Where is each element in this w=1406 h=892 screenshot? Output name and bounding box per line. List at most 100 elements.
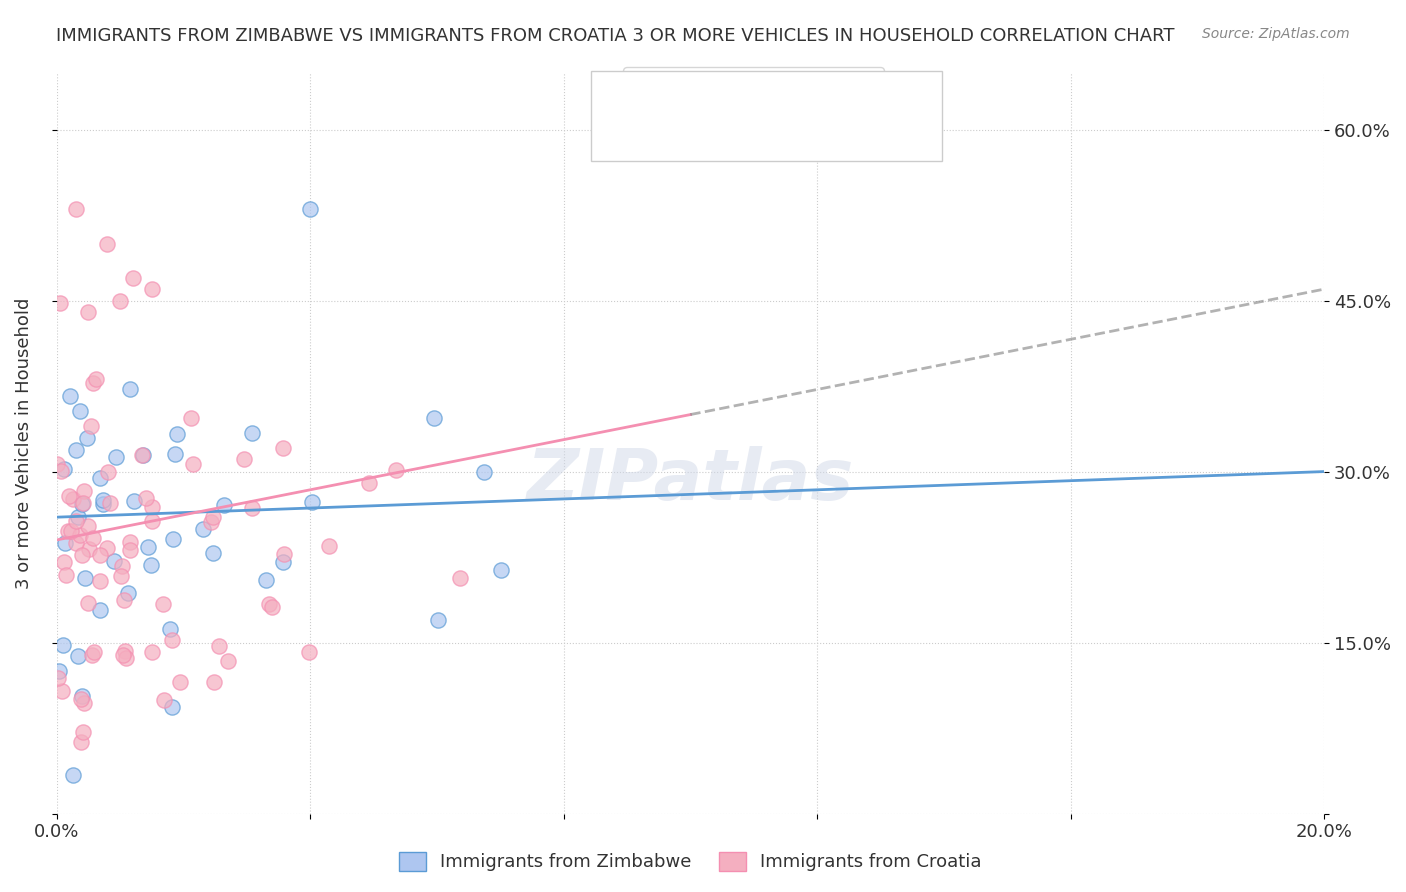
- Point: [70, 497, 93, 511]
- Point: [427, 613, 450, 627]
- Point: [49, 295, 72, 310]
- Point: [202, 510, 225, 524]
- Point: [72, 548, 94, 562]
- Point: [122, 494, 145, 508]
- Point: [67, 649, 90, 664]
- Point: [65, 514, 87, 528]
- Point: [58, 489, 80, 503]
- Point: [105, 450, 128, 465]
- Point: [160, 633, 183, 648]
- Point: [191, 522, 214, 536]
- Point: [60, 524, 83, 538]
- Point: [77, 305, 100, 319]
- Point: [240, 500, 263, 515]
- Text: IMMIGRANTS FROM ZIMBABWE VS IMMIGRANTS FROM CROATIA 3 OR MORE VEHICLES IN HOUSEH: IMMIGRANTS FROM ZIMBABWE VS IMMIGRANTS F…: [56, 27, 1175, 45]
- Point: [46, 672, 69, 686]
- Point: [489, 563, 512, 577]
- Point: [166, 426, 188, 441]
- Point: [91, 493, 114, 508]
- Point: [141, 282, 163, 296]
- Point: [318, 539, 340, 553]
- Text: ZIPatlas: ZIPatlas: [527, 446, 853, 515]
- Point: [384, 463, 406, 477]
- Point: [70, 735, 93, 749]
- Point: [76, 431, 98, 445]
- Point: [162, 532, 184, 546]
- Point: [65, 443, 87, 458]
- Point: [72, 496, 94, 510]
- Point: [299, 202, 322, 217]
- Point: [301, 495, 323, 509]
- Y-axis label: 3 or more Vehicles in Household: 3 or more Vehicles in Household: [15, 297, 32, 589]
- Point: [96, 236, 118, 251]
- Point: [200, 515, 222, 529]
- Point: [135, 491, 157, 505]
- Point: [169, 675, 191, 690]
- Point: [69, 528, 91, 542]
- Text: Source: ZipAtlas.com: Source: ZipAtlas.com: [1202, 27, 1350, 41]
- Point: [153, 692, 176, 706]
- Point: [141, 500, 163, 515]
- Point: [49, 464, 72, 478]
- Point: [273, 547, 295, 561]
- Point: [51, 684, 73, 698]
- Point: [449, 571, 471, 585]
- Point: [98, 496, 121, 510]
- Point: [422, 410, 444, 425]
- Point: [120, 535, 142, 549]
- Point: [115, 651, 138, 665]
- Point: [114, 644, 136, 658]
- Point: [65, 535, 87, 549]
- Point: [159, 623, 181, 637]
- Point: [212, 499, 235, 513]
- Point: [152, 597, 174, 611]
- Point: [254, 573, 277, 587]
- Point: [73, 571, 96, 585]
- Point: [136, 540, 159, 554]
- Point: [59, 388, 82, 402]
- Point: [233, 452, 256, 467]
- Point: [117, 586, 139, 600]
- Point: [53, 535, 76, 549]
- Point: [139, 558, 162, 572]
- Point: [132, 449, 155, 463]
- Point: [111, 559, 134, 574]
- Point: [472, 466, 495, 480]
- Point: [271, 441, 294, 455]
- Point: [82, 648, 104, 662]
- Point: [118, 543, 141, 558]
- Point: [91, 497, 114, 511]
- Point: [110, 568, 132, 582]
- Point: [96, 541, 118, 555]
- Point: [202, 675, 225, 690]
- Point: [162, 700, 184, 714]
- Point: [77, 541, 100, 556]
- Point: [62, 491, 84, 506]
- Point: [46, 457, 69, 471]
- Point: [217, 654, 239, 668]
- Point: [112, 593, 135, 607]
- Point: [82, 376, 104, 390]
- Point: [72, 725, 94, 739]
- Point: [89, 548, 111, 562]
- Point: [103, 554, 125, 568]
- Point: [201, 546, 224, 560]
- Point: [141, 515, 163, 529]
- Point: [89, 574, 111, 588]
- Point: [77, 595, 100, 609]
- Point: [55, 567, 77, 582]
- Point: [240, 426, 263, 441]
- Point: [72, 689, 94, 703]
- Point: [53, 555, 76, 569]
- Point: [271, 555, 294, 569]
- Point: [89, 471, 111, 485]
- Point: [165, 447, 187, 461]
- Point: [62, 767, 84, 781]
- Point: [260, 599, 283, 614]
- Point: [97, 465, 120, 479]
- Point: [82, 531, 104, 545]
- Point: [298, 645, 321, 659]
- Point: [121, 270, 143, 285]
- Point: [52, 639, 75, 653]
- Point: [131, 448, 153, 462]
